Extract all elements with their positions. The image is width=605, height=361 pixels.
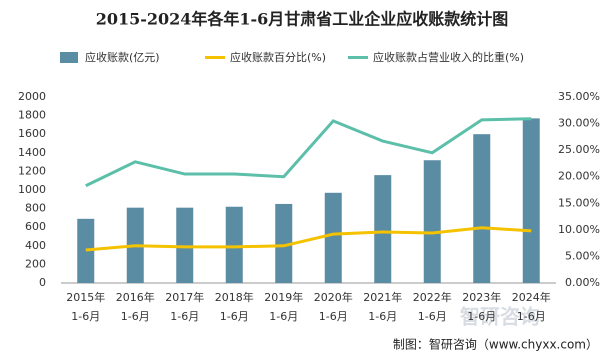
x-tick-label: 1-6月 — [517, 310, 546, 323]
bar — [225, 206, 243, 283]
bar — [522, 118, 540, 283]
source: 制图：智研咨询（www.chyxx.com） — [393, 337, 598, 352]
bar — [374, 175, 392, 283]
x-tick-label: 1-6月 — [121, 310, 150, 323]
legend-label: 应收账款百分比(%) — [230, 50, 326, 64]
x-tick-label: 2020年 — [314, 290, 353, 304]
y-tick-label: 200 — [25, 257, 46, 270]
x-tick-label: 2016年 — [116, 290, 155, 304]
legend-label: 应收账款占营业收入的比重(%) — [373, 50, 524, 64]
bar — [176, 207, 194, 283]
x-tick-label: 1-6月 — [269, 310, 298, 323]
line — [85, 117, 532, 188]
legend-swatch — [60, 52, 78, 63]
chart-title: 2015-2024年各年1-6月甘肃省工业企业应收账款统计图 — [96, 10, 509, 29]
x-tick-label: 1-6月 — [418, 310, 447, 323]
y-tick-label: 400 — [25, 239, 46, 252]
y2-tick-label: 30.00% — [558, 117, 600, 130]
legend-label: 应收账款(亿元) — [85, 50, 160, 64]
bar — [423, 160, 441, 283]
y-tick-label: 2000 — [18, 90, 46, 103]
y-tick-label: 0 — [39, 276, 46, 289]
y-tick-label: 1600 — [18, 127, 46, 140]
y2-tick-label: 10.00% — [558, 223, 600, 236]
y2-tick-label: 20.00% — [558, 170, 600, 183]
y2-tick-label: 35.00% — [558, 90, 600, 103]
x-tick-label: 2024年 — [512, 290, 551, 304]
bar — [77, 218, 95, 283]
x-tick-label: 2019年 — [264, 290, 303, 304]
x-tick-label: 2023年 — [462, 290, 501, 304]
y-tick-label: 800 — [25, 202, 46, 215]
bar — [324, 192, 342, 283]
x-tick-label: 1-6月 — [319, 310, 348, 323]
y-tick-label: 1800 — [18, 109, 46, 122]
x-tick-label: 1-6月 — [220, 310, 249, 323]
bar — [473, 134, 491, 283]
x-tick-label: 1-6月 — [467, 310, 496, 323]
x-tick-label: 2022年 — [413, 290, 452, 304]
x-tick-label: 1-6月 — [170, 310, 199, 323]
x-tick-label: 2021年 — [363, 290, 402, 304]
x-tick-label: 1-6月 — [71, 310, 100, 323]
line — [85, 226, 532, 252]
x-tick-label: 2015年 — [66, 290, 105, 304]
x-tick-label: 2017年 — [165, 290, 204, 304]
y-tick-label: 1000 — [18, 183, 46, 196]
watermark: 智研咨询 — [460, 305, 540, 329]
y-tick-label: 1400 — [18, 146, 46, 159]
y2-tick-label: 15.00% — [558, 196, 600, 209]
y2-tick-label: 25.00% — [558, 143, 600, 156]
y-tick-label: 1200 — [18, 164, 46, 177]
bar — [275, 203, 293, 283]
x-tick-label: 2018年 — [215, 290, 254, 304]
y2-tick-label: 0.00% — [565, 276, 600, 289]
x-tick-label: 1-6月 — [368, 310, 397, 323]
y-tick-label: 600 — [25, 220, 46, 233]
y2-tick-label: 5.00% — [565, 249, 600, 262]
